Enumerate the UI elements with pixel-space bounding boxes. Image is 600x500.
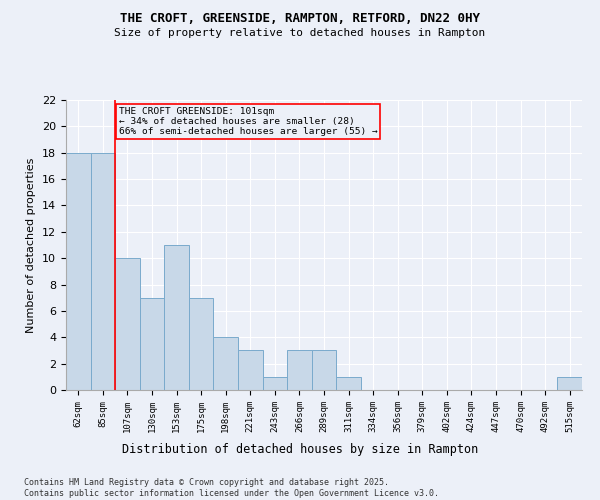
Text: Contains HM Land Registry data © Crown copyright and database right 2025.
Contai: Contains HM Land Registry data © Crown c…: [24, 478, 439, 498]
Text: Distribution of detached houses by size in Rampton: Distribution of detached houses by size …: [122, 442, 478, 456]
Bar: [189, 298, 214, 390]
Bar: [115, 258, 140, 390]
Y-axis label: Number of detached properties: Number of detached properties: [26, 158, 37, 332]
Bar: [164, 245, 189, 390]
Bar: [140, 298, 164, 390]
Text: THE CROFT GREENSIDE: 101sqm
← 34% of detached houses are smaller (28)
66% of sem: THE CROFT GREENSIDE: 101sqm ← 34% of det…: [119, 106, 377, 136]
Text: THE CROFT, GREENSIDE, RAMPTON, RETFORD, DN22 0HY: THE CROFT, GREENSIDE, RAMPTON, RETFORD, …: [120, 12, 480, 26]
Bar: [336, 377, 361, 390]
Bar: [91, 152, 115, 390]
Bar: [214, 338, 238, 390]
Bar: [66, 152, 91, 390]
Bar: [312, 350, 336, 390]
Text: Size of property relative to detached houses in Rampton: Size of property relative to detached ho…: [115, 28, 485, 38]
Bar: [287, 350, 312, 390]
Bar: [238, 350, 263, 390]
Bar: [263, 377, 287, 390]
Bar: [557, 377, 582, 390]
